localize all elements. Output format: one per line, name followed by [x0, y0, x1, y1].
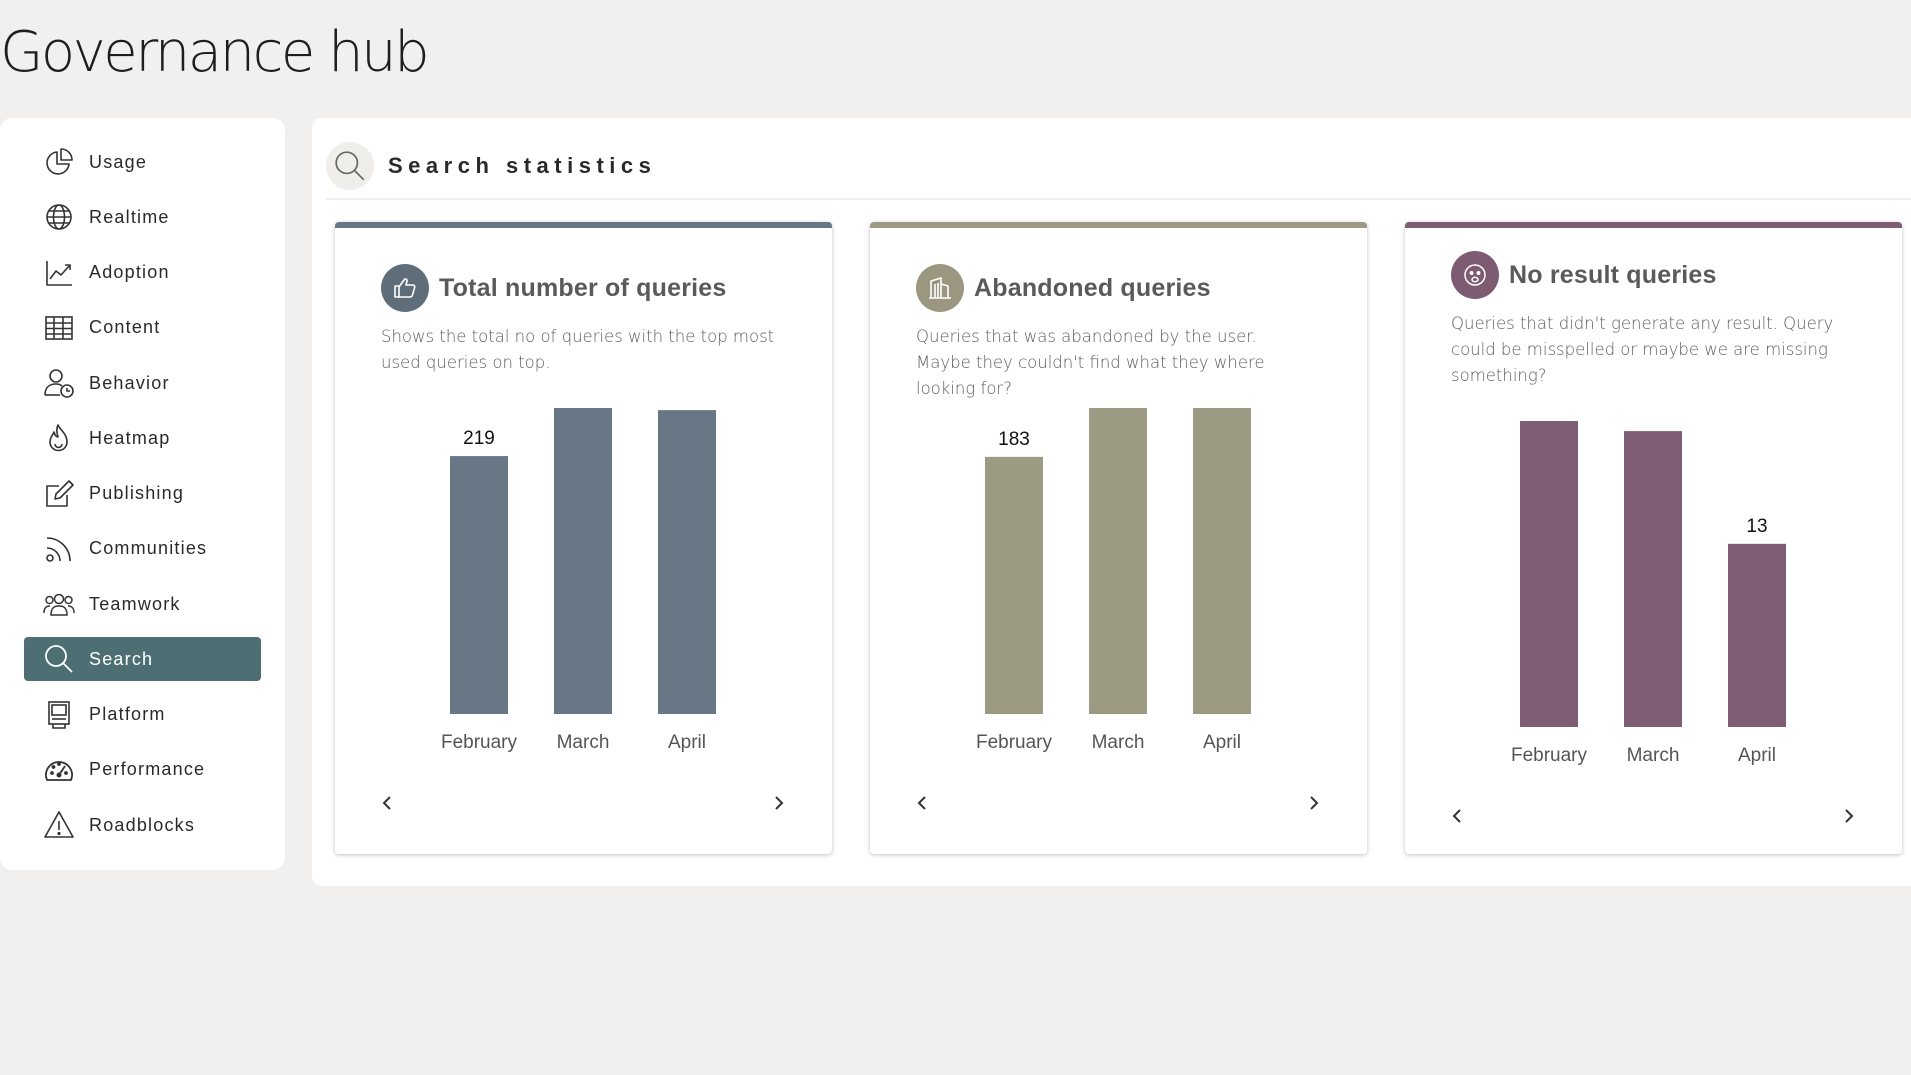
chart-bar	[658, 410, 716, 714]
sidebar-item-label: Heatmap	[89, 427, 171, 448]
x-axis-label: March	[1627, 745, 1680, 766]
sidebar: Usage Realtime Adoption Content Behavior…	[0, 118, 285, 870]
x-axis-label: February	[976, 732, 1053, 753]
sidebar-item-label: Performance	[89, 759, 206, 780]
card-title: Total number of queries	[439, 273, 727, 302]
sidebar-item-teamwork[interactable]: Teamwork	[24, 582, 261, 626]
card-title: No result queries	[1509, 260, 1717, 289]
rss-icon	[42, 532, 76, 566]
sidebar-item-label: Behavior	[89, 372, 170, 393]
card-header: Total number of queries	[381, 264, 727, 312]
abandoned-queries-card: Abandoned queries Queries that was aband…	[870, 222, 1367, 854]
sidebar-item-roadblocks[interactable]: Roadblocks	[24, 803, 261, 847]
card-description: Queries that didn't generate any result.…	[1451, 314, 1834, 385]
flame-icon	[42, 421, 76, 455]
search-icon	[42, 642, 76, 676]
bar-value-label: 219	[463, 428, 495, 449]
chart-bar	[554, 408, 612, 714]
chart-bar	[1728, 543, 1786, 727]
card-description: Shows the total no of queries with the t…	[381, 327, 775, 372]
section-header: Search statistics	[326, 134, 1911, 200]
sad-face-icon	[1451, 251, 1499, 299]
gauge-icon	[42, 753, 76, 787]
search-icon	[326, 142, 374, 190]
line-chart-icon	[42, 256, 76, 290]
chart-bar	[450, 456, 508, 714]
table-icon	[42, 311, 76, 345]
sidebar-item-communities[interactable]: Communities	[24, 527, 261, 571]
chart-bar	[1624, 431, 1682, 727]
no-result-queries-card: No result queries Queries that didn't ge…	[1405, 222, 1902, 854]
card-description: Queries that was abandoned by the user. …	[916, 327, 1265, 398]
x-axis-label: February	[1511, 745, 1588, 766]
sidebar-item-label: Roadblocks	[89, 814, 196, 835]
x-axis-label: March	[1092, 732, 1145, 753]
server-icon	[42, 698, 76, 732]
user-clock-icon	[42, 366, 76, 400]
sidebar-item-search[interactable]: Search	[24, 637, 261, 682]
people-icon	[42, 587, 76, 621]
bar-value-label: 183	[998, 429, 1030, 450]
sidebar-item-publishing[interactable]: Publishing	[24, 472, 261, 516]
x-axis-label: March	[557, 732, 610, 753]
main-panel: Search statistics Total number of querie…	[312, 118, 1911, 886]
sidebar-item-realtime[interactable]: Realtime	[24, 195, 261, 239]
sidebar-item-platform[interactable]: Platform	[24, 693, 261, 737]
chart-bar	[1193, 408, 1251, 714]
globe-icon	[42, 200, 76, 234]
chart-bar	[1520, 421, 1578, 727]
sidebar-item-label: Content	[89, 317, 161, 338]
chart-bar	[985, 456, 1043, 714]
pie-chart-icon	[42, 145, 76, 179]
total-queries-card: Total number of queries Shows the total …	[335, 222, 832, 854]
sidebar-item-adoption[interactable]: Adoption	[24, 251, 261, 295]
chevron-right-icon[interactable]	[1837, 804, 1861, 828]
building-icon	[916, 264, 964, 312]
x-axis-label: April	[668, 732, 706, 753]
chevron-left-icon[interactable]	[910, 791, 934, 815]
sidebar-item-heatmap[interactable]: Heatmap	[24, 416, 261, 460]
chart-bar	[1089, 408, 1147, 714]
sidebar-item-performance[interactable]: Performance	[24, 748, 261, 792]
page-title: Governance hub	[0, 20, 430, 85]
sidebar-item-label: Teamwork	[89, 593, 181, 614]
sidebar-item-label: Search	[89, 648, 154, 669]
x-axis-label: April	[1738, 745, 1776, 766]
warning-icon	[42, 808, 76, 842]
thumbs-up-icon	[381, 264, 429, 312]
sidebar-item-behavior[interactable]: Behavior	[24, 361, 261, 405]
total-queries-chart: 219February270March258April	[441, 408, 716, 753]
card-header: Abandoned queries	[916, 264, 1211, 312]
chevron-left-icon[interactable]	[1445, 804, 1469, 828]
abandoned-queries-chart: 183February228March232April	[976, 408, 1251, 753]
no-result-queries-chart: 22February21March13April	[1511, 421, 1786, 766]
card-title: Abandoned queries	[974, 273, 1211, 302]
section-title: Search statistics	[388, 153, 657, 178]
sidebar-item-label: Platform	[89, 704, 166, 724]
chevron-right-icon[interactable]	[767, 791, 791, 815]
sidebar-item-label: Communities	[89, 538, 208, 559]
edit-icon	[42, 477, 76, 511]
x-axis-label: February	[441, 732, 518, 753]
bar-value-label: 21	[1642, 421, 1663, 424]
card-header: No result queries	[1451, 251, 1717, 299]
bar-value-label: 13	[1746, 516, 1767, 537]
chevron-left-icon[interactable]	[375, 791, 399, 815]
sidebar-item-label: Publishing	[89, 483, 185, 503]
x-axis-label: April	[1203, 732, 1241, 753]
sidebar-item-label: Usage	[89, 151, 148, 172]
sidebar-item-content[interactable]: Content	[24, 306, 261, 350]
sidebar-item-usage[interactable]: Usage	[24, 140, 261, 184]
sidebar-item-label: Realtime	[89, 206, 170, 227]
chevron-right-icon[interactable]	[1302, 791, 1326, 815]
sidebar-item-label: Adoption	[89, 262, 170, 282]
